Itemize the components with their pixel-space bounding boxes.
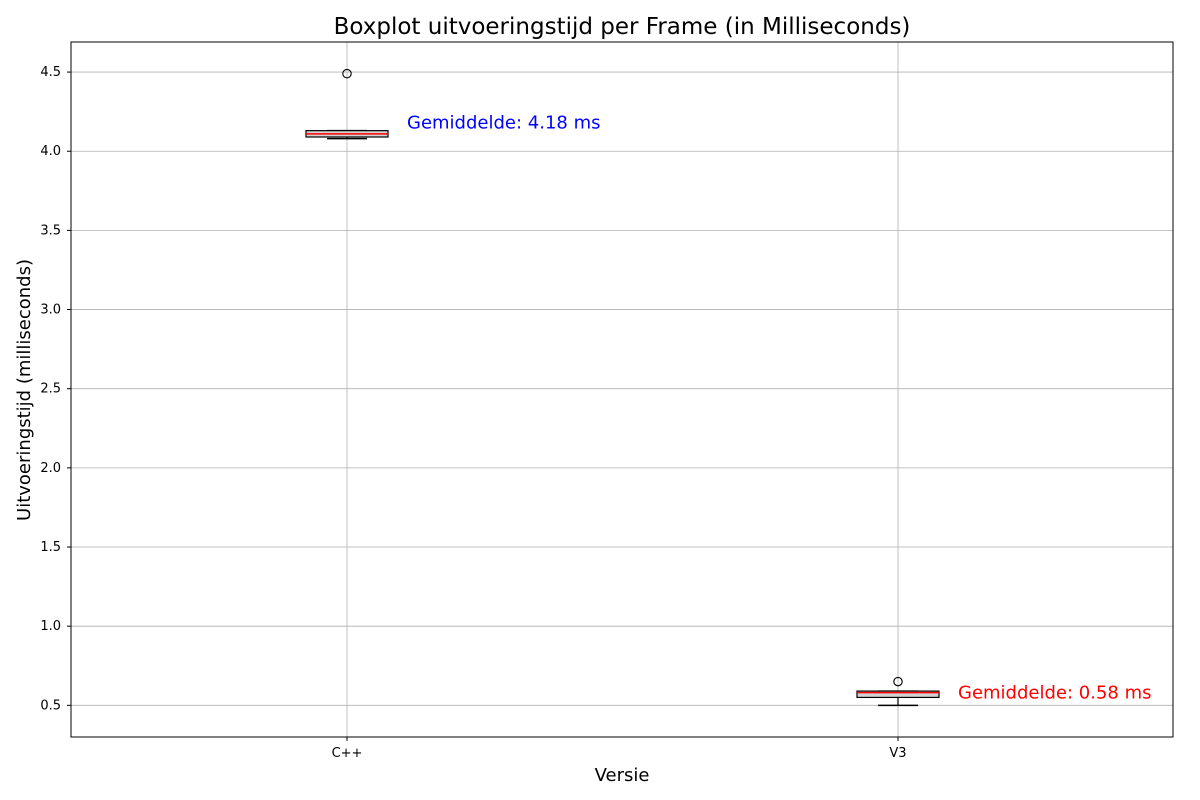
y-tick-label: 2.0 [40, 461, 61, 476]
y-tick-label: 1.5 [40, 540, 61, 555]
outlier-point [893, 676, 903, 687]
box-iqr [856, 690, 940, 699]
x-tick-label: C++ [332, 746, 363, 761]
chart-title: Boxplot uitvoeringstijd per Frame (in Mi… [334, 14, 911, 40]
y-axis-label: Uitvoeringstijd (milliseconds) [14, 259, 35, 521]
y-tick-label: 3.5 [40, 223, 61, 238]
box-cpp [305, 68, 389, 140]
box-v3 [856, 676, 940, 707]
y-tick-label: 3.0 [40, 303, 61, 318]
y-tick-label: 2.5 [40, 382, 61, 397]
box-series [305, 68, 940, 707]
plot-frame [70, 41, 1174, 738]
y-axis-ticks: 0.5 1.0 1.5 2.0 2.5 3.0 3.5 4.0 4.5 [40, 65, 71, 713]
mean-annotation: Gemiddelde: 0.58 ms [958, 683, 1151, 704]
x-axis-label: Versie [595, 765, 650, 786]
y-tick-label: 4.0 [40, 144, 61, 159]
y-tick-label: 1.0 [40, 619, 61, 634]
mean-annotation: Gemiddelde: 4.18 ms [407, 113, 600, 134]
outlier-point [342, 68, 352, 79]
y-tick-label: 4.5 [40, 65, 61, 80]
annotations: Gemiddelde: 4.18 ms Gemiddelde: 0.58 ms [407, 113, 1151, 704]
grid-lines [71, 42, 1173, 737]
x-tick-label: V3 [889, 746, 906, 761]
y-tick-label: 0.5 [40, 698, 61, 713]
x-axis-ticks: C++ V3 [332, 737, 907, 761]
